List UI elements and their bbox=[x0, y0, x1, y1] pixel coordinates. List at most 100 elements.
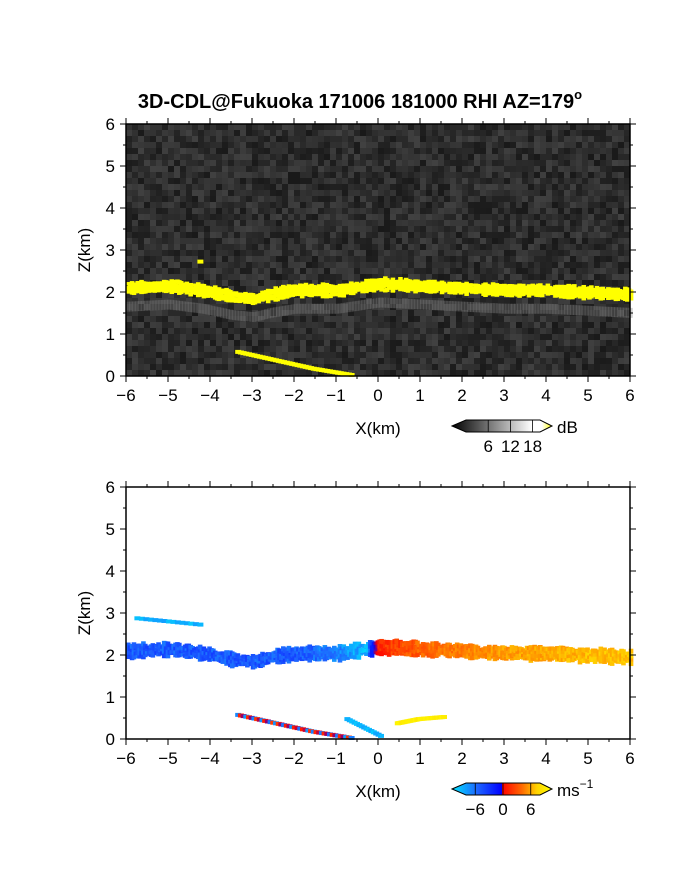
noise-cell bbox=[348, 274, 354, 280]
noise-cell bbox=[306, 310, 312, 316]
weak-echo-cell bbox=[587, 305, 592, 316]
noise-cell bbox=[336, 220, 342, 226]
noise-cell bbox=[600, 178, 606, 184]
noise-cell bbox=[240, 142, 246, 148]
noise-cell bbox=[498, 322, 504, 328]
noise-cell bbox=[414, 142, 420, 148]
noise-cell bbox=[546, 364, 552, 370]
noise-cell bbox=[564, 148, 570, 154]
noise-cell bbox=[396, 124, 402, 130]
noise-cell bbox=[456, 166, 462, 172]
noise-cell bbox=[576, 160, 582, 166]
noise-cell bbox=[168, 154, 174, 160]
noise-cell bbox=[138, 274, 144, 280]
noise-cell bbox=[180, 214, 186, 220]
noise-cell bbox=[282, 262, 288, 268]
weak-echo-cell bbox=[422, 299, 427, 310]
noise-cell bbox=[336, 178, 342, 184]
noise-cell bbox=[498, 304, 504, 310]
noise-cell bbox=[216, 154, 222, 160]
noise-cell bbox=[606, 322, 612, 328]
noise-cell bbox=[300, 130, 306, 136]
noise-cell bbox=[186, 304, 192, 310]
noise-cell bbox=[534, 172, 540, 178]
noise-cell bbox=[342, 316, 348, 322]
noise-cell bbox=[252, 304, 258, 310]
noise-cell bbox=[558, 274, 564, 280]
noise-cell bbox=[474, 244, 480, 250]
noise-cell bbox=[276, 274, 282, 280]
noise-cell bbox=[360, 178, 366, 184]
noise-cell bbox=[204, 250, 210, 256]
noise-cell bbox=[510, 358, 516, 364]
noise-cell bbox=[558, 334, 564, 340]
noise-cell bbox=[342, 244, 348, 250]
noise-cell bbox=[438, 124, 444, 130]
noise-cell bbox=[414, 364, 420, 370]
noise-cell bbox=[132, 364, 138, 370]
noise-cell bbox=[600, 334, 606, 340]
noise-cell bbox=[486, 340, 492, 346]
weak-echo-cell bbox=[593, 306, 598, 317]
noise-cell bbox=[516, 232, 522, 238]
noise-cell bbox=[150, 190, 156, 196]
noise-cell bbox=[366, 172, 372, 178]
noise-cell bbox=[378, 172, 384, 178]
noise-cell bbox=[306, 196, 312, 202]
noise-cell bbox=[558, 358, 564, 364]
noise-cell bbox=[534, 298, 540, 304]
noise-cell bbox=[552, 244, 558, 250]
noise-cell bbox=[438, 220, 444, 226]
noise-cell bbox=[138, 124, 144, 130]
noise-cell bbox=[294, 208, 300, 214]
noise-cell bbox=[552, 250, 558, 256]
noise-cell bbox=[180, 322, 186, 328]
noise-cell bbox=[126, 268, 132, 274]
noise-cell bbox=[216, 148, 222, 154]
noise-cell bbox=[528, 244, 534, 250]
noise-cell bbox=[426, 190, 432, 196]
noise-cell bbox=[426, 298, 432, 304]
noise-cell bbox=[126, 178, 132, 184]
noise-cell bbox=[162, 310, 168, 316]
noise-cell bbox=[606, 256, 612, 262]
noise-cell bbox=[216, 190, 222, 196]
noise-cell bbox=[504, 370, 510, 376]
noise-cell bbox=[318, 244, 324, 250]
weak-echo-cell bbox=[231, 310, 236, 321]
noise-cell bbox=[216, 184, 222, 190]
noise-cell bbox=[234, 256, 240, 262]
noise-cell bbox=[258, 178, 264, 184]
noise-cell bbox=[600, 142, 606, 148]
noise-cell bbox=[300, 334, 306, 340]
noise-cell bbox=[276, 316, 282, 322]
noise-cell bbox=[372, 352, 378, 358]
panel-2-echo-cells bbox=[126, 616, 634, 740]
noise-cell bbox=[420, 262, 426, 268]
noise-cell bbox=[180, 172, 186, 178]
noise-cell bbox=[432, 154, 438, 160]
noise-cell bbox=[474, 130, 480, 136]
weak-echo-cell bbox=[287, 304, 292, 315]
noise-cell bbox=[288, 274, 294, 280]
noise-cell bbox=[174, 244, 180, 250]
noise-cell bbox=[606, 190, 612, 196]
noise-cell bbox=[318, 358, 324, 364]
noise-cell bbox=[312, 184, 318, 190]
noise-cell bbox=[222, 124, 228, 130]
noise-cell bbox=[276, 214, 282, 220]
noise-cell bbox=[414, 244, 420, 250]
noise-cell bbox=[492, 250, 498, 256]
noise-cell bbox=[516, 256, 522, 262]
noise-cell bbox=[402, 160, 408, 166]
noise-cell bbox=[408, 136, 414, 142]
noise-cell bbox=[336, 184, 342, 190]
noise-cell bbox=[138, 334, 144, 340]
noise-cell bbox=[378, 304, 384, 310]
noise-cell bbox=[432, 208, 438, 214]
noise-cell bbox=[204, 280, 210, 286]
noise-cell bbox=[264, 130, 270, 136]
echo-cell bbox=[143, 289, 148, 294]
noise-cell bbox=[300, 346, 306, 352]
noise-cell bbox=[570, 172, 576, 178]
